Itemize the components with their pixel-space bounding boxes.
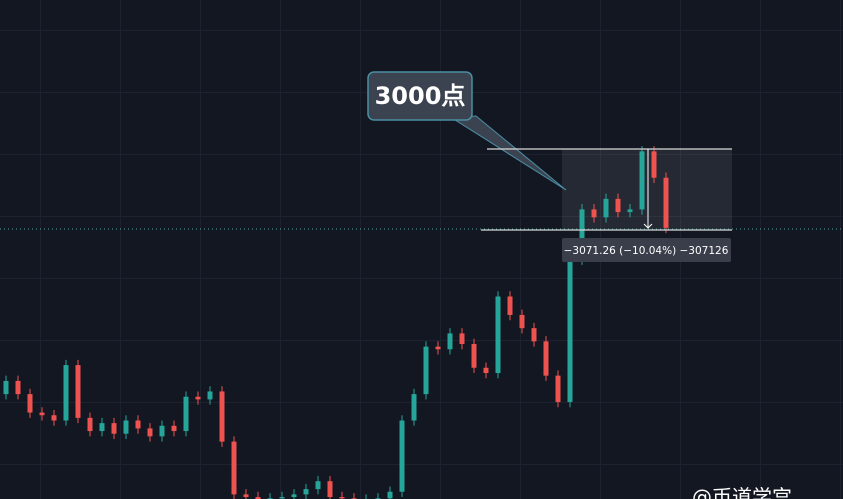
- candle-body: [651, 151, 657, 178]
- candle-body: [399, 420, 405, 492]
- candle-body: [123, 420, 129, 434]
- candle-body: [75, 365, 81, 418]
- candle-body: [435, 346, 441, 350]
- candle-body: [471, 343, 477, 368]
- candle-body: [519, 314, 525, 329]
- callout-text: 3000点: [375, 82, 466, 110]
- candle-body: [615, 198, 621, 213]
- measure-label: −3071.26 (−10.04%) −307126: [564, 245, 729, 257]
- candle-body: [663, 177, 669, 228]
- candle-body: [327, 481, 333, 498]
- candle-body: [627, 209, 633, 213]
- candle-body: [63, 365, 69, 421]
- candle-body: [423, 346, 429, 395]
- callout-box: [367, 71, 473, 121]
- candle-body: [243, 494, 249, 498]
- candle-body: [255, 497, 261, 499]
- candle-body: [579, 209, 585, 260]
- measure-box: [562, 149, 732, 230]
- candle-body: [495, 296, 501, 374]
- candle-body: [147, 428, 153, 437]
- candle-body: [27, 394, 33, 413]
- candle-body: [387, 491, 393, 499]
- candle-body: [555, 375, 561, 403]
- candle-body: [447, 333, 453, 350]
- candle-body: [303, 489, 309, 495]
- candle-body: [15, 380, 21, 395]
- candle-body: [291, 494, 297, 498]
- candle-body: [183, 396, 189, 432]
- candle-body: [279, 497, 285, 499]
- candle-body: [195, 396, 201, 400]
- candle-body: [639, 151, 645, 210]
- candle-body: [87, 417, 93, 432]
- candle-body: [591, 209, 597, 218]
- candle-body: [543, 341, 549, 376]
- candle-body: [603, 198, 609, 218]
- candle-body: [219, 391, 225, 442]
- candle-body: [231, 441, 237, 495]
- candle-body: [411, 394, 417, 421]
- candle-body: [339, 497, 345, 499]
- candle-body: [567, 259, 573, 403]
- candle-body: [531, 328, 537, 342]
- candle-body: [507, 296, 513, 315]
- candle-body: [483, 367, 489, 374]
- candle-body: [171, 425, 177, 432]
- callout-pointer: [450, 115, 567, 191]
- candle-body: [39, 412, 45, 416]
- measure-label-box: [562, 238, 731, 262]
- measure-arrowhead: [643, 223, 653, 229]
- candle-body: [159, 425, 165, 437]
- candle-body: [111, 423, 117, 434]
- watermark: @币道学宫: [692, 485, 792, 499]
- candle-body: [135, 420, 141, 429]
- candle-body: [459, 333, 465, 344]
- candle-body: [315, 481, 321, 490]
- candle-body: [99, 423, 105, 432]
- candle-body: [51, 415, 57, 421]
- candle-body: [3, 380, 9, 395]
- candle-body: [207, 391, 213, 400]
